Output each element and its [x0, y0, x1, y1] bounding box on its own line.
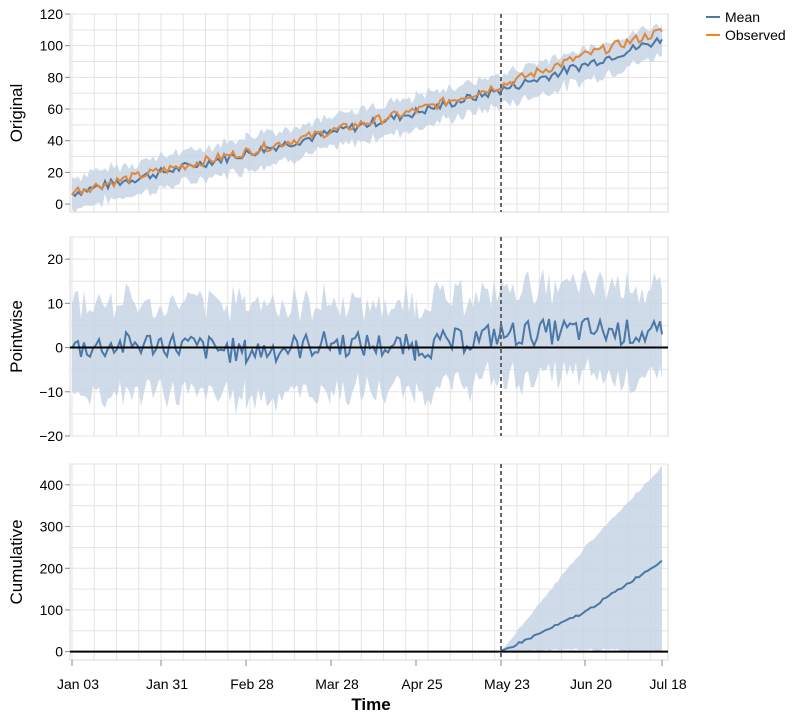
- x-tick-label: Jun 20: [570, 676, 612, 692]
- panel-pointwise: −20 −10 0 10 20 Pointwise: [7, 236, 669, 444]
- x-axis: Jan 03 Jan 31 Feb 28 Mar 28 Apr 25 May 23 Jun …: [57, 660, 687, 692]
- x-axis-title: Time: [351, 695, 390, 714]
- confidence-band: [72, 23, 662, 212]
- legend-label: Mean: [725, 9, 760, 25]
- x-tick-label: Apr 25: [401, 676, 442, 692]
- x-tick-label: Jan 03: [57, 676, 99, 692]
- y-tick-label: 100: [40, 602, 64, 618]
- legend-item-observed: Observed: [706, 27, 786, 43]
- x-tick-label: Mar 28: [315, 676, 359, 692]
- y-tick-label: 300: [40, 519, 64, 535]
- y-axis-title: Cumulative: [7, 519, 26, 604]
- series-line-mean: [71, 316, 663, 367]
- series-line-observed: [71, 28, 663, 196]
- y-tick-label: 0: [55, 340, 63, 356]
- y-axis-title: Original: [7, 84, 26, 143]
- series-line-mean: [500, 559, 663, 652]
- y-tick-label: 400: [40, 477, 64, 493]
- series-line-mean: [71, 36, 663, 198]
- y-tick-label: 80: [47, 69, 63, 85]
- y-tick-label: 60: [47, 101, 63, 117]
- y-tick-label: −10: [39, 384, 63, 400]
- x-tick-label: May 23: [484, 676, 530, 692]
- y-tick-label: 10: [47, 295, 63, 311]
- panel-cumulative: 0 100 200 300 400 Cumulative: [7, 463, 669, 661]
- legend-label: Observed: [725, 27, 786, 43]
- y-tick-label: 120: [40, 6, 64, 22]
- chart-panels: 0 20 40 60 80 100 120 Original −20 −10 0 10 20 Pointw…: [7, 6, 669, 661]
- x-tick-label: Jan 31: [146, 676, 188, 692]
- legend: Mean Observed: [706, 9, 786, 43]
- y-tick-label: 40: [47, 133, 63, 149]
- y-tick-label: 100: [40, 38, 64, 54]
- y-tick-label: −20: [39, 428, 63, 444]
- y-tick-label: 0: [55, 196, 63, 212]
- y-tick-label: 200: [40, 560, 64, 576]
- legend-item-mean: Mean: [706, 9, 760, 25]
- y-tick-label: 20: [47, 251, 63, 267]
- y-tick-label: 20: [47, 164, 63, 180]
- x-tick-label: Jul 18: [649, 676, 687, 692]
- panel-original: 0 20 40 60 80 100 120 Original: [7, 6, 669, 213]
- y-axis-title: Pointwise: [7, 300, 26, 373]
- y-tick-label: 0: [55, 644, 63, 660]
- confidence-band: [501, 466, 662, 654]
- x-tick-label: Feb 28: [230, 676, 274, 692]
